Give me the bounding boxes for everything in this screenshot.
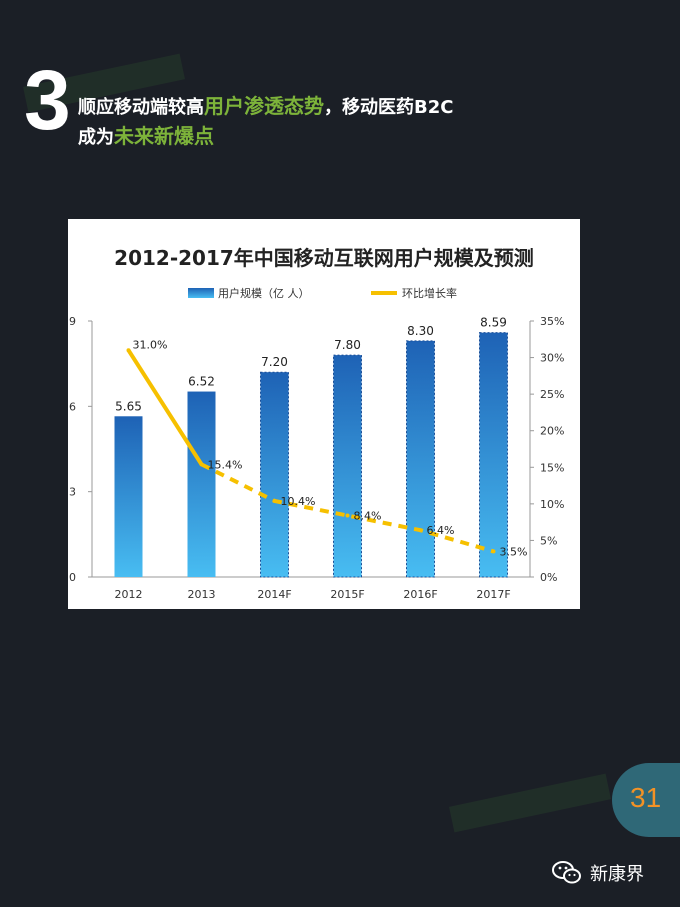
brand-name: 新康界	[590, 864, 644, 885]
y-right-tick-label: 0%	[540, 571, 557, 584]
x-tick-label: 2012	[115, 588, 143, 601]
growth-point	[345, 513, 350, 518]
y-left-tick-label: 3	[69, 486, 76, 499]
growth-value-label: 31.0%	[133, 338, 168, 351]
watermark-bottom	[440, 760, 620, 844]
y-right-tick-label: 35%	[540, 315, 564, 328]
x-tick-label: 2017F	[476, 588, 510, 601]
x-tick-label: 2013	[188, 588, 216, 601]
growth-point	[272, 498, 277, 503]
wechat-icon	[552, 861, 581, 884]
y-right-tick-label: 30%	[540, 352, 564, 365]
bar	[260, 371, 289, 578]
chart-title: 2012-2017年中国移动互联网用户规模及预测	[114, 246, 534, 270]
y-right-tick-label: 20%	[540, 425, 564, 438]
growth-point	[491, 549, 496, 554]
headline-line1-highlight: 用户渗透态势	[204, 94, 324, 118]
combo-chart: 2012-2017年中国移动互联网用户规模及预测 用户规模（亿 人） 环比增长率…	[69, 246, 564, 601]
y-right-tick-label: 25%	[540, 388, 564, 401]
x-tick-label: 2016F	[403, 588, 437, 601]
y-left-tick-label: 0	[69, 571, 76, 584]
bar	[187, 391, 216, 577]
growth-point	[418, 528, 423, 533]
watermark-top	[14, 40, 194, 124]
y-left-tick-label: 6	[69, 400, 76, 413]
y-right-tick-label: 5%	[540, 534, 557, 547]
section-number: 3	[24, 53, 71, 147]
bar	[479, 332, 508, 578]
bar	[333, 354, 362, 578]
headline-line2-prefix: 成为	[78, 127, 114, 148]
bar-value-label: 5.65	[115, 399, 142, 413]
bar-value-label: 7.80	[334, 338, 361, 352]
growth-value-label: 10.4%	[281, 495, 316, 508]
bar	[406, 340, 435, 578]
bar-value-label: 6.52	[188, 375, 215, 389]
legend-label-bar: 用户规模（亿 人）	[218, 286, 310, 300]
headline-line1-suffix: ，移动医药B2C	[324, 97, 454, 118]
growth-value-label: 15.4%	[208, 458, 243, 471]
x-tick-label: 2014F	[257, 588, 291, 601]
y-right-tick-label: 15%	[540, 461, 564, 474]
headline-line1-prefix: 顺应移动端较高	[78, 97, 204, 118]
bar-value-label: 8.30	[407, 324, 434, 338]
growth-value-label: 6.4%	[427, 524, 455, 537]
bar	[114, 416, 143, 577]
bar-value-label: 7.20	[261, 355, 288, 369]
chart-card: 2012-2017年中国移动互联网用户规模及预测 用户规模（亿 人） 环比增长率…	[68, 219, 580, 609]
chart-legend: 用户规模（亿 人） 环比增长率	[188, 286, 457, 300]
legend-label-line: 环比增长率	[402, 286, 457, 300]
bar-value-label: 8.59	[480, 316, 507, 330]
headline-line2-highlight: 未来新爆点	[114, 124, 214, 148]
x-tick-label: 2015F	[330, 588, 364, 601]
brand: 新康界	[552, 860, 644, 886]
headline: 顺应移动端较高用户渗透态势，移动医药B2C 成为未来新爆点	[78, 92, 453, 152]
growth-point	[126, 348, 131, 353]
growth-value-label: 3.5%	[500, 545, 528, 558]
page-number: 31	[630, 782, 662, 813]
y-right-tick-label: 10%	[540, 498, 564, 511]
y-left-tick-label: 9	[69, 315, 76, 328]
growth-line-forecast	[200, 462, 495, 554]
headline-line-2: 成为未来新爆点	[78, 122, 453, 152]
growth-point	[199, 462, 204, 467]
growth-line-actual	[126, 349, 204, 466]
page-badge: 31	[612, 763, 680, 837]
headline-line-1: 顺应移动端较高用户渗透态势，移动医药B2C	[78, 92, 453, 122]
legend-swatch-bar	[188, 288, 214, 298]
growth-value-label: 8.4%	[354, 510, 382, 523]
